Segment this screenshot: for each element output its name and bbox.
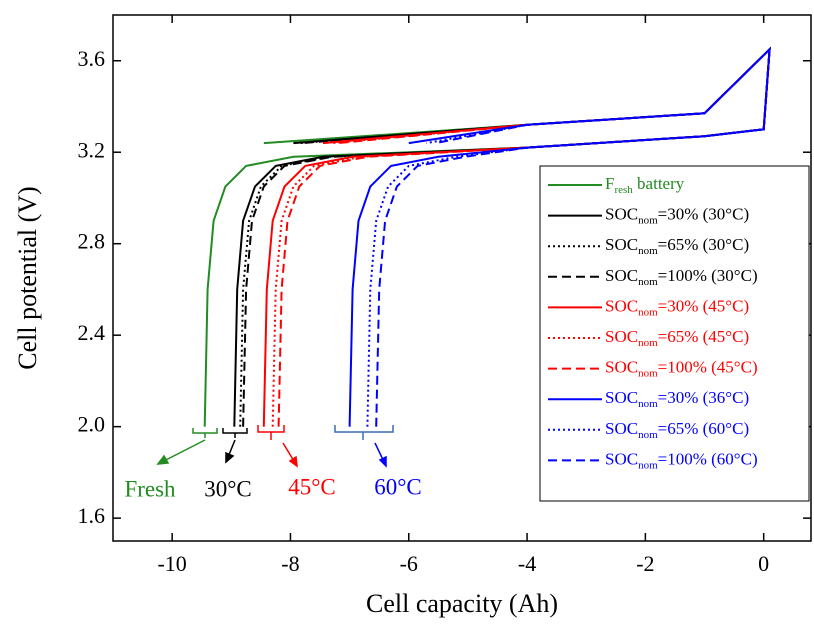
legend-label: Fresh battery (605, 174, 685, 196)
legend-label: SOCnom=30% (36°C) (605, 388, 749, 410)
bracket (257, 425, 285, 440)
arrowhead (156, 454, 170, 465)
legend-label: SOCnom=65% (30°C) (605, 235, 749, 257)
annotation-brackets (156, 425, 394, 468)
arrowhead (378, 455, 387, 468)
arrowhead (225, 451, 235, 464)
legend-label: SOCnom=30% (30°C) (605, 205, 749, 227)
legend-label: SOCnom=100% (30°C) (605, 266, 758, 288)
x-tick-label: -6 (400, 551, 418, 576)
legend-label: SOCnom=100% (60°C) (605, 449, 758, 471)
bracket (334, 425, 394, 440)
annotation: 60°C (374, 474, 422, 499)
annotation: 45°C (288, 474, 336, 499)
x-axis-title: Cell capacity (Ah) (366, 589, 558, 618)
x-tick-label: -4 (518, 551, 536, 576)
annotation: Fresh (124, 476, 176, 501)
annotation: 30°C (204, 476, 252, 501)
legend-box (539, 165, 810, 502)
y-tick-label: 2.0 (78, 412, 106, 437)
x-tick-label: -8 (281, 551, 299, 576)
bracket (192, 428, 218, 438)
x-tick-label: 0 (758, 551, 769, 576)
y-tick-label: 2.4 (78, 320, 106, 345)
y-tick-label: 1.6 (78, 503, 106, 528)
y-axis-title: Cell potential (V) (13, 186, 42, 369)
plot-frame (112, 14, 812, 542)
y-tick-label: 3.6 (78, 46, 106, 71)
legend-label: SOCnom=30% (45°C) (605, 296, 749, 318)
bracket (222, 428, 248, 438)
series-line (375, 46, 771, 427)
series-line (239, 46, 771, 427)
y-tick-label: 3.2 (78, 137, 106, 162)
y-tick-label: 2.8 (78, 229, 106, 254)
legend-label: SOCnom=65% (60°C) (605, 419, 749, 441)
legend-label: SOCnom=100% (45°C) (605, 358, 758, 380)
legend-label: SOCnom=65% (45°C) (605, 327, 749, 349)
arrowhead (288, 455, 298, 468)
x-tick-label: -2 (636, 551, 654, 576)
x-tick-label: -10 (157, 551, 186, 576)
